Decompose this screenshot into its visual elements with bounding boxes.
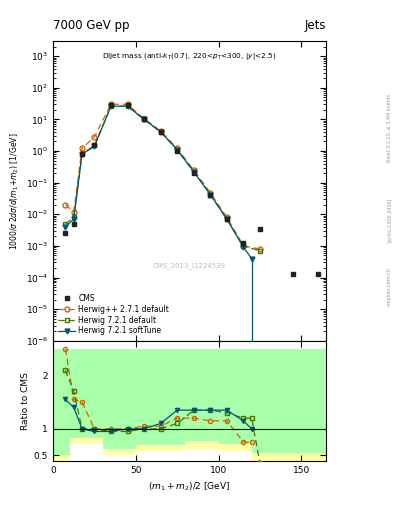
CMS: [208, 192, 213, 198]
Herwig 7.2.1 default: [158, 129, 163, 135]
Herwig 7.2.1 default: [208, 191, 213, 198]
Herwig 7.2.1 default: [258, 248, 263, 254]
CMS: [72, 221, 76, 227]
Herwig 7.2.1 default: [224, 216, 229, 222]
Herwig 7.2.1 default: [175, 146, 180, 153]
Text: 7000 GeV pp: 7000 GeV pp: [53, 19, 130, 32]
Herwig 7.2.1 default: [63, 221, 68, 227]
Herwig++ 2.7.1 default: [72, 209, 76, 215]
Herwig 7.2.1 softTune: [125, 103, 130, 109]
Herwig 7.2.1 default: [80, 151, 84, 157]
Herwig 7.2.1 softTune: [63, 224, 68, 230]
Legend: CMS, Herwig++ 2.7.1 default, Herwig 7.2.1 default, Herwig 7.2.1 softTune: CMS, Herwig++ 2.7.1 default, Herwig 7.2.…: [57, 292, 171, 337]
Herwig 7.2.1 softTune: [142, 116, 147, 122]
Text: [arXiv:1306.3436]: [arXiv:1306.3436]: [387, 198, 392, 242]
Herwig 7.2.1 softTune: [175, 146, 180, 153]
CMS: [316, 271, 320, 277]
CMS: [92, 142, 97, 148]
CMS: [125, 102, 130, 108]
Herwig++ 2.7.1 default: [63, 202, 68, 208]
Herwig 7.2.1 default: [72, 214, 76, 220]
Line: Herwig++ 2.7.1 default: Herwig++ 2.7.1 default: [63, 102, 263, 251]
CMS: [108, 102, 113, 108]
Herwig 7.2.1 default: [142, 116, 147, 122]
Herwig 7.2.1 default: [125, 103, 130, 109]
Herwig++ 2.7.1 default: [258, 246, 263, 252]
Herwig 7.2.1 softTune: [92, 143, 97, 150]
Herwig 7.2.1 default: [92, 142, 97, 148]
Y-axis label: Ratio to CMS: Ratio to CMS: [21, 372, 29, 430]
Y-axis label: $1000/\sigma\,2d\sigma/d(m_1{+}m_2)$ [1/GeV]: $1000/\sigma\,2d\sigma/d(m_1{+}m_2)$ [1/…: [9, 132, 22, 250]
Herwig++ 2.7.1 default: [108, 101, 113, 108]
Line: Herwig 7.2.1 softTune: Herwig 7.2.1 softTune: [63, 104, 254, 261]
Herwig 7.2.1 softTune: [108, 103, 113, 109]
Herwig++ 2.7.1 default: [224, 214, 229, 220]
CMS: [80, 151, 84, 157]
Herwig++ 2.7.1 default: [80, 145, 84, 152]
Herwig 7.2.1 softTune: [241, 244, 246, 250]
Herwig++ 2.7.1 default: [208, 189, 213, 196]
Text: CMS_2013_I1224539: CMS_2013_I1224539: [153, 263, 226, 269]
Herwig 7.2.1 softTune: [191, 169, 196, 175]
Text: Rivet 3.1.10, ≥ 3.4M events: Rivet 3.1.10, ≥ 3.4M events: [387, 94, 392, 162]
Line: Herwig 7.2.1 default: Herwig 7.2.1 default: [63, 104, 263, 253]
Herwig 7.2.1 softTune: [208, 191, 213, 198]
CMS: [142, 116, 147, 122]
Herwig 7.2.1 softTune: [249, 255, 254, 262]
Herwig++ 2.7.1 default: [92, 134, 97, 140]
CMS: [224, 216, 229, 222]
Herwig 7.2.1 softTune: [80, 151, 84, 157]
CMS: [241, 240, 246, 246]
Herwig++ 2.7.1 default: [158, 128, 163, 134]
CMS: [258, 226, 263, 232]
X-axis label: $(m_1 + m_2) / 2$ [GeV]: $(m_1 + m_2) / 2$ [GeV]: [149, 480, 231, 493]
Text: mcplots.cern.ch: mcplots.cern.ch: [387, 267, 392, 306]
CMS: [291, 271, 296, 277]
Herwig++ 2.7.1 default: [175, 145, 180, 152]
Herwig 7.2.1 default: [108, 103, 113, 109]
CMS: [158, 129, 163, 135]
Herwig++ 2.7.1 default: [125, 101, 130, 108]
Herwig 7.2.1 softTune: [224, 216, 229, 222]
Herwig 7.2.1 softTune: [72, 216, 76, 222]
Herwig 7.2.1 softTune: [158, 129, 163, 135]
Herwig++ 2.7.1 default: [241, 243, 246, 249]
Text: Jets: Jets: [305, 19, 326, 32]
CMS: [175, 148, 180, 154]
Herwig++ 2.7.1 default: [142, 116, 147, 122]
Herwig 7.2.1 default: [241, 243, 246, 249]
Line: CMS: CMS: [63, 103, 320, 276]
CMS: [63, 230, 68, 237]
Herwig++ 2.7.1 default: [191, 167, 196, 173]
Text: Dijet mass (anti-$k_\mathrm{T}$(0.7), 220<$p_\mathrm{T}$<300, $|y|$<2.5): Dijet mass (anti-$k_\mathrm{T}$(0.7), 22…: [103, 52, 277, 62]
CMS: [191, 170, 196, 176]
Herwig 7.2.1 default: [191, 169, 196, 175]
